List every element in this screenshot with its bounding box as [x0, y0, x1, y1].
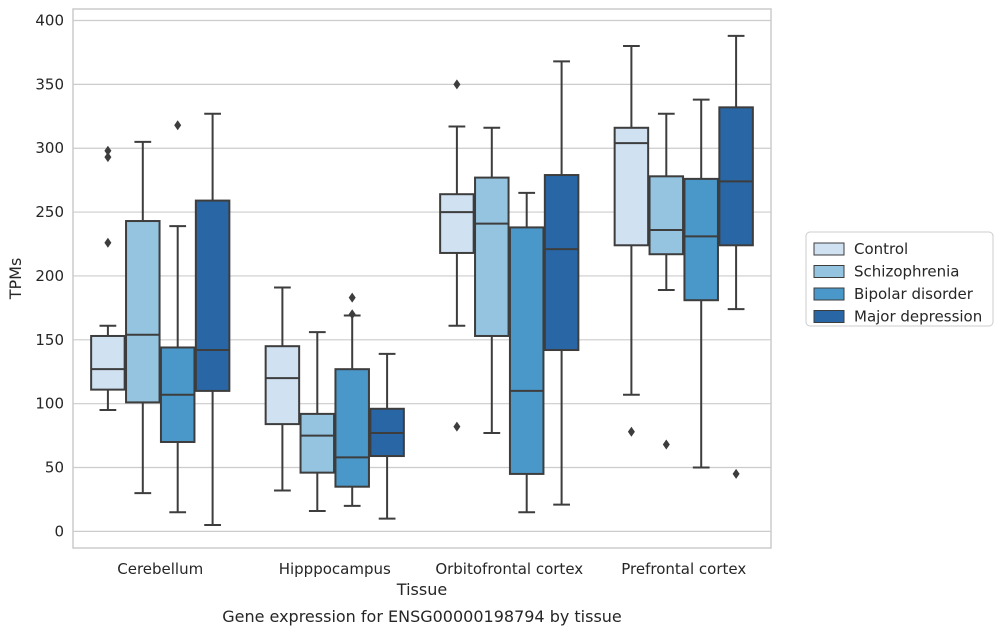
outlier-point — [174, 120, 182, 131]
x-tick-labels: Cerebellum Hipppocampus Orbitofrontal cort… — [117, 560, 746, 578]
box-control — [613, 45, 650, 437]
box-schizophrenia — [299, 331, 336, 512]
y-axis-label: TPMs — [6, 258, 25, 301]
box-bipolar-disorder — [683, 98, 719, 469]
outlier-point — [662, 439, 670, 450]
iqr-box — [718, 106, 754, 247]
legend-swatch — [813, 310, 845, 323]
y-tick-label: 100 — [35, 395, 64, 413]
outlier-point — [104, 145, 112, 156]
x-axis-label: Tissue — [396, 580, 447, 599]
iqr-box — [125, 220, 161, 404]
iqr-box — [508, 226, 545, 475]
box-control — [90, 145, 126, 412]
outlier-point — [104, 237, 112, 248]
legend-swatch — [813, 265, 845, 278]
outlier-point — [732, 468, 740, 479]
plot-frame — [72, 8, 772, 549]
y-tick-label: 150 — [35, 331, 64, 349]
outlier-point — [104, 152, 112, 163]
x-tick-label: Orbitofrontal cortex — [435, 560, 583, 578]
x-tick-label: Cerebellum — [117, 560, 203, 578]
legend-label: Control — [854, 240, 908, 258]
iqr-box — [439, 193, 475, 254]
box-schizophrenia — [474, 126, 510, 435]
box-control — [439, 79, 475, 432]
iqr-box — [264, 345, 301, 426]
chart-caption: Gene expression for ENSG00000198794 by t… — [222, 607, 622, 626]
y-tick-label: 250 — [35, 203, 64, 221]
iqr-box — [194, 199, 231, 392]
iqr-box — [543, 174, 580, 352]
legend-frame — [805, 231, 994, 327]
box-bipolar-disorder — [334, 292, 370, 507]
legend-label: Schizophrenia — [854, 263, 959, 281]
box-major-depression — [543, 60, 580, 506]
legend: Control Schizophrenia Bipolar disorder Majo… — [805, 231, 994, 327]
y-tick-label: 350 — [35, 75, 64, 93]
y-tick-label: 300 — [35, 139, 64, 157]
iqr-box — [648, 175, 685, 256]
outlier-point — [348, 292, 356, 303]
y-tick-label: 0 — [54, 522, 64, 540]
outlier-point — [453, 421, 461, 432]
box-schizophrenia — [648, 112, 685, 450]
legend-swatch — [813, 242, 845, 256]
y-tick-labels: 0 50 100 150 200 250 300 350 400 — [35, 11, 64, 540]
box-bipolar-disorder — [508, 191, 545, 514]
outlier-point — [627, 426, 635, 437]
box-major-depression — [194, 112, 231, 527]
box-groups — [90, 34, 754, 527]
legend-label: Bipolar disorder — [854, 285, 974, 303]
iqr-box — [299, 412, 336, 474]
iqr-box — [474, 176, 510, 337]
box-schizophrenia — [125, 140, 161, 495]
box-major-depression — [369, 352, 405, 520]
x-tick-label: Hipppocampus — [279, 560, 391, 578]
iqr-box — [683, 177, 719, 302]
iqr-box — [90, 334, 126, 391]
outlier-point — [348, 309, 356, 320]
y-tick-label: 50 — [45, 459, 64, 477]
box-control — [264, 286, 301, 492]
iqr-box — [613, 126, 650, 247]
x-tick-label: Prefrontal cortex — [621, 560, 746, 578]
legend-swatch — [813, 287, 845, 301]
y-tick-label: 400 — [35, 11, 64, 29]
box-bipolar-disorder — [159, 120, 196, 514]
legend-label: Major depression — [854, 308, 982, 326]
outlier-point — [453, 79, 461, 90]
box-major-depression — [718, 34, 754, 479]
y-tick-label: 200 — [35, 267, 64, 285]
iqr-box — [334, 368, 370, 488]
